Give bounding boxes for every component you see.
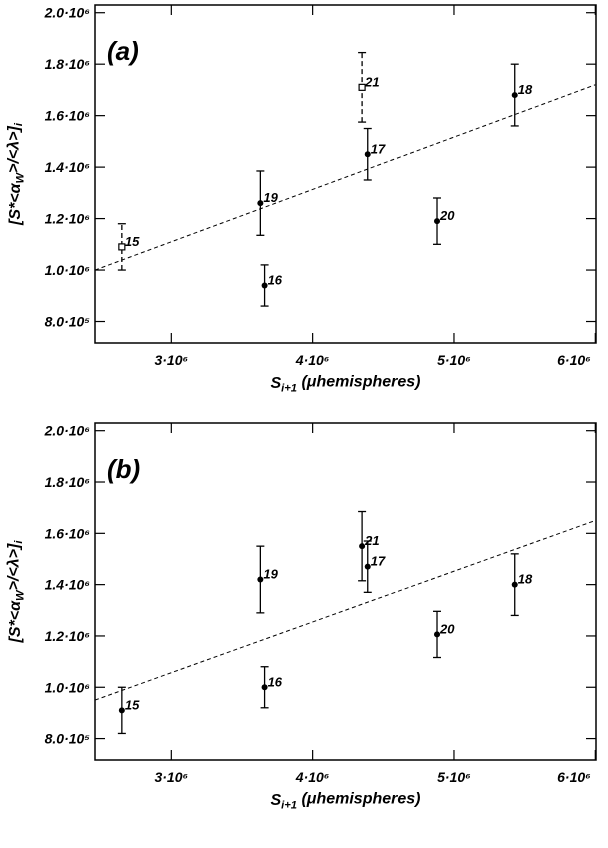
y-tick-label: 1.2·10⁶ xyxy=(45,628,91,644)
y-tick-label: 1.2·10⁶ xyxy=(45,211,91,227)
y-tick-label: 8.0·10⁵ xyxy=(45,731,91,747)
panel-label: (a) xyxy=(107,36,139,66)
y-axis-label-part: [S*<α xyxy=(7,182,24,226)
panel: 8.0·10⁵ 1.0·10⁶ 1.2·10⁶ 1.4·10⁶ 1.6·10⁶ 1.8·1… xyxy=(6,422,597,812)
point xyxy=(118,707,125,714)
point xyxy=(257,200,264,207)
y-tick-label: 1.8·10⁶ xyxy=(45,56,91,72)
y-axis-label-part: W xyxy=(14,171,26,183)
plot-frame xyxy=(94,422,597,761)
point-label: 21 xyxy=(364,74,379,89)
x-tick-label: 6·10⁶ xyxy=(557,352,591,368)
point-label: 19 xyxy=(263,190,278,205)
point-label: 20 xyxy=(439,621,455,636)
point xyxy=(261,684,268,691)
y-tick-label: 2.0·10⁶ xyxy=(44,423,91,439)
point-label: 17 xyxy=(371,554,386,569)
point-label: 19 xyxy=(263,567,278,582)
y-tick-label: 1.0·10⁶ xyxy=(45,679,91,695)
x-axis-label: Si+1 (μhemispheres) xyxy=(270,374,420,395)
x-axis-label-part: i+1 xyxy=(281,382,297,394)
point-label: 18 xyxy=(518,572,533,587)
y-axis-label: [S*<αW>/<λ>]i xyxy=(6,122,27,226)
point xyxy=(434,631,441,638)
y-tick-label: 8.0·10⁵ xyxy=(45,314,91,330)
y-axis-label-part: W xyxy=(14,589,26,601)
point xyxy=(359,543,366,550)
y-axis-label: [S*<αW>/<λ>]i xyxy=(6,540,27,644)
y-tick-label: 1.6·10⁶ xyxy=(45,108,91,124)
point-label: 15 xyxy=(125,234,140,249)
point xyxy=(511,92,518,99)
point-label: 20 xyxy=(439,208,455,223)
y-axis-label-part: >/<λ>] xyxy=(6,126,23,173)
x-tick-label: 4·10⁶ xyxy=(295,769,330,785)
y-axis-label-part: i xyxy=(13,122,25,126)
fit-line xyxy=(94,84,596,271)
y-tick-label: 1.8·10⁶ xyxy=(45,474,91,490)
x-tick-label: 5·10⁶ xyxy=(437,769,471,785)
point xyxy=(434,218,441,225)
fit-line xyxy=(94,520,596,701)
point-label: 18 xyxy=(518,82,533,97)
x-axis-label-part: S xyxy=(270,375,281,392)
point-label: 16 xyxy=(268,674,283,689)
x-tick-label: 4·10⁶ xyxy=(295,352,330,368)
point xyxy=(511,581,518,588)
point xyxy=(118,243,126,251)
x-tick-label: 5·10⁶ xyxy=(437,352,471,368)
x-axis-label: Si+1 (μhemispheres) xyxy=(270,791,420,812)
point-label: 16 xyxy=(268,272,283,287)
y-tick-label: 1.0·10⁶ xyxy=(45,262,91,278)
point xyxy=(364,151,371,158)
plot-frame xyxy=(94,4,597,344)
x-axis-label-part: S xyxy=(270,792,281,809)
x-tick-label: 3·10⁶ xyxy=(154,352,188,368)
point-label: 15 xyxy=(125,697,140,712)
y-tick-label: 1.4·10⁶ xyxy=(45,159,91,175)
y-axis-label-part: i xyxy=(13,540,25,544)
point xyxy=(257,576,264,583)
x-tick-label: 6·10⁶ xyxy=(557,769,591,785)
x-tick-label: 3·10⁶ xyxy=(154,769,188,785)
x-axis-label-part: (μhemispheres) xyxy=(297,791,420,808)
x-axis-label-part: (μhemispheres) xyxy=(297,374,420,391)
y-tick-label: 1.4·10⁶ xyxy=(45,577,91,593)
panel-label: (b) xyxy=(107,454,140,484)
x-axis-label-part: i+1 xyxy=(281,799,297,811)
point xyxy=(261,282,268,289)
y-tick-label: 2.0·10⁶ xyxy=(44,5,91,21)
panel: 8.0·10⁵ 1.0·10⁶ 1.2·10⁶ 1.4·10⁶ 1.6·10⁶ 1.8·1… xyxy=(6,4,597,395)
y-axis-label-part: [S*<α xyxy=(7,600,24,644)
y-tick-label: 1.6·10⁶ xyxy=(45,525,91,541)
point xyxy=(358,83,366,91)
point xyxy=(364,563,371,570)
y-axis-label-part: >/<λ>] xyxy=(6,543,23,590)
point-label: 17 xyxy=(371,141,386,156)
